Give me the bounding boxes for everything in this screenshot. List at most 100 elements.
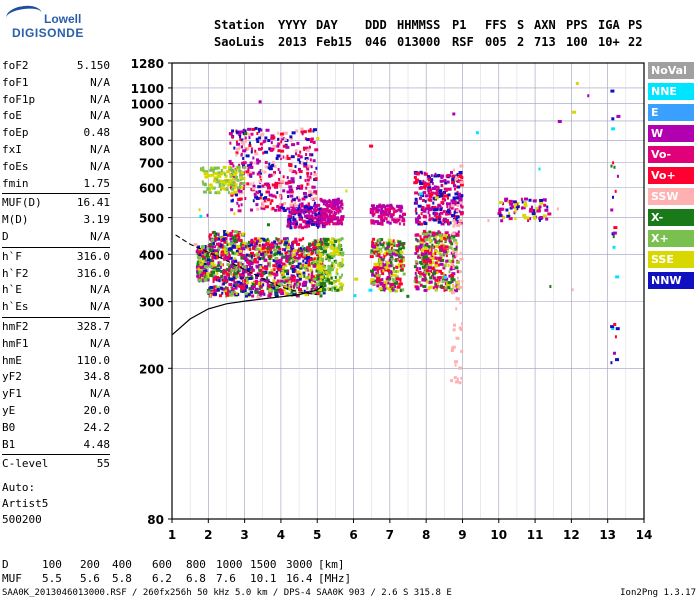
logo-line1: Lowell [44,12,82,26]
echo-trace-point [295,222,299,226]
echo-trace-point [497,211,502,215]
echo-trace-point [421,232,426,236]
echo-trace-point [316,203,321,207]
echo-trace-point [314,216,317,220]
echo-trace-point [231,129,235,133]
echo-trace-point [302,237,305,241]
echo-trace-point [278,290,282,294]
echo-trace-point [460,349,464,353]
echo-trace-point [235,151,239,155]
echo-trace-point [336,197,340,201]
echo-trace-point [293,284,296,288]
echo-trace-point [316,257,319,261]
echo-trace-point [304,157,309,161]
echo-trace-point [459,172,463,176]
echo-trace-point [246,267,251,271]
echo-trace-point [378,258,381,262]
echo-trace-point [272,248,277,252]
echo-trace-point [296,272,301,276]
echo-trace-point [331,198,336,202]
echo-trace-point [332,205,337,209]
echo-trace-point [373,250,378,254]
echo-trace-point [516,207,519,211]
echo-trace-point [378,247,383,251]
echo-trace-point [434,245,439,249]
echo-trace-point [402,243,405,247]
echo-trace-point [433,256,438,260]
echo-trace-point [211,245,215,249]
echo-trace-point [303,250,306,254]
echo-trace-point [291,131,296,135]
echo-trace-point [239,176,243,180]
echo-trace-point [453,360,458,364]
echo-trace-point [278,263,282,267]
echo-trace-point [311,185,316,189]
echo-trace-point [459,257,464,261]
echo-trace-point [384,281,389,285]
echo-trace-point [279,156,282,160]
echo-trace-point [377,278,382,282]
echo-trace-point [236,142,241,146]
echo-trace-point [399,279,402,283]
echo-trace-point [274,183,278,187]
echo-trace-point [500,207,505,211]
echo-trace-point [280,283,284,287]
echo-trace-point [228,271,233,275]
echo-trace-point [611,326,615,330]
echo-trace-point [379,211,383,215]
echo-trace-point [330,268,334,272]
echo-trace-point [291,240,296,244]
echo-trace-point [272,268,276,272]
echo-trace-point [235,153,238,157]
echo-trace-point [255,239,260,243]
echo-trace-point [338,288,342,292]
echo-trace-point [277,149,281,153]
echo-trace-point [398,222,401,226]
param-label: yE [2,403,16,417]
echo-trace-point [335,260,338,264]
echo-trace-point [278,177,281,181]
echo-trace-point [319,242,324,246]
echo-trace-point [219,236,224,240]
echo-trace-point [417,192,420,196]
echo-trace-point [252,187,256,191]
echo-trace-point [276,245,281,249]
echo-trace-point [239,178,242,182]
echo-trace-point [447,212,452,216]
echo-trace-point [428,280,433,284]
echo-trace-point [227,165,232,169]
echo-trace-point [280,196,283,200]
echo-trace-point [414,276,418,280]
echo-trace-point [384,208,388,212]
echo-trace-point [266,245,270,249]
echo-trace-point [424,263,428,267]
echo-trace-point [240,244,245,248]
echo-trace-point [212,280,215,284]
echo-trace-point [258,272,261,276]
echo-trace-point [302,220,307,224]
echo-trace-point [234,275,239,279]
echo-trace-point [454,250,458,254]
echo-trace-point [371,240,374,244]
echo-trace-point [375,242,378,246]
echo-trace-point [455,336,460,340]
echo-trace-point [316,266,321,270]
echo-trace-point [272,283,277,287]
param-row: foE N/A [2,108,110,125]
echo-trace-point [283,243,288,247]
echo-trace-point [231,287,234,291]
legend-entry-vo: Vo+ [648,167,694,184]
echo-trace-point [456,297,460,301]
echo-trace-point [307,202,310,206]
echo-trace-point [378,256,383,260]
echo-trace-point [318,207,323,211]
echo-trace-point [423,222,428,226]
echo-trace-point [270,136,275,140]
echo-trace-point [236,271,240,275]
echo-trace-point [378,267,381,271]
echo-trace-point [458,219,463,223]
echo-trace-point [327,210,331,214]
echo-trace-point [232,164,235,168]
echo-trace-point [210,258,213,262]
echo-trace-point [274,195,277,199]
